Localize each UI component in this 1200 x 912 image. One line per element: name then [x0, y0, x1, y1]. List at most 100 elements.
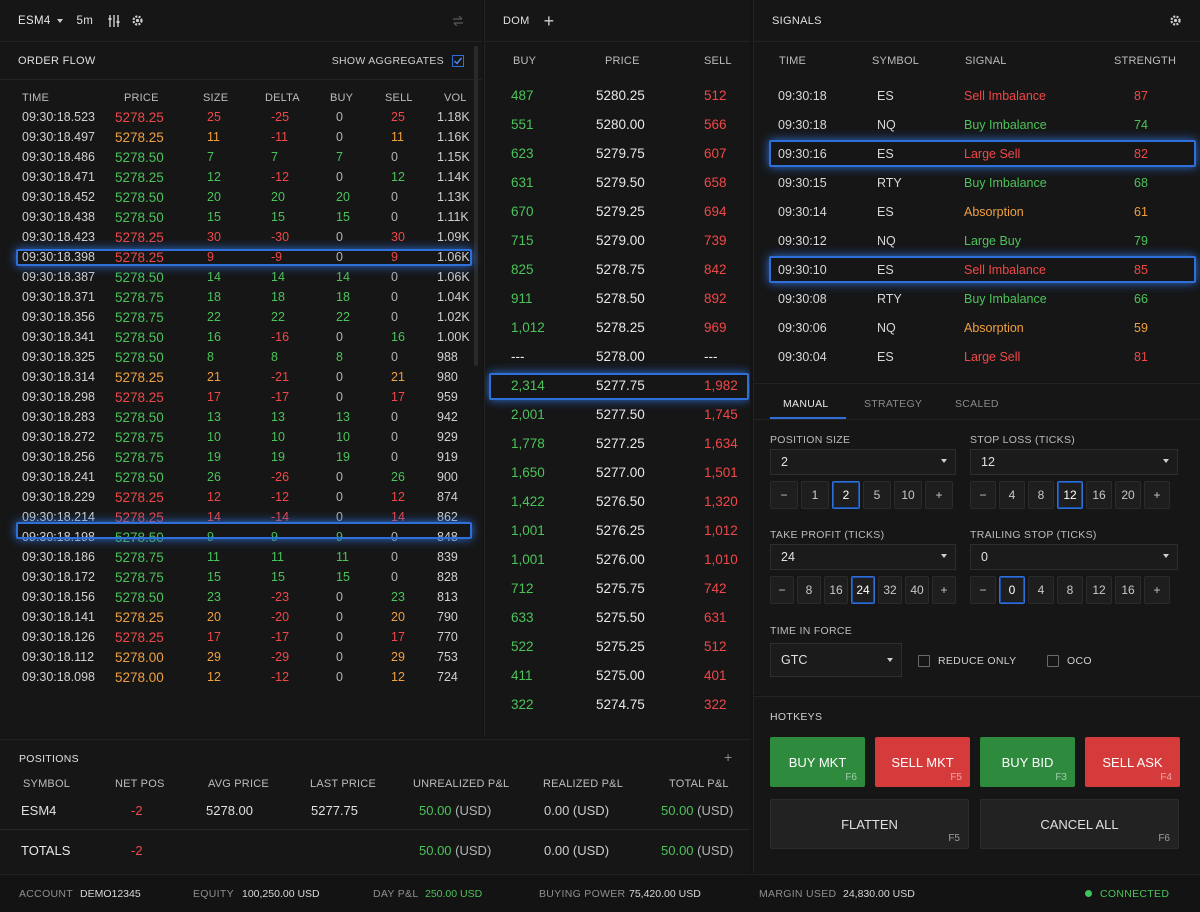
table-row[interactable]: 09:30:18.098 5278.00 12 -12 0 12 724: [0, 668, 475, 687]
dom-buy[interactable]: 411: [511, 668, 533, 683]
dom-buy[interactable]: 1,001: [511, 552, 545, 567]
stop-loss-select[interactable]: 12: [970, 449, 1178, 475]
dom-row[interactable]: 551 5280.00 566: [485, 110, 750, 139]
table-row[interactable]: 09:30:18.112 5278.00 29 -29 0 29 753: [0, 648, 475, 667]
dom-buy[interactable]: ---: [511, 349, 525, 364]
dom-row[interactable]: --- 5278.00 ---: [485, 342, 750, 371]
stepper-value[interactable]: 8: [1057, 576, 1083, 604]
position-row[interactable]: ESM4 -2 5278.00 5277.75 50.00 (USD) 0.00…: [0, 796, 750, 830]
interval-selector[interactable]: 5m: [76, 14, 94, 27]
take-profit-stepper[interactable]: −8 16 24 32 40 +: [770, 576, 956, 604]
dom-row[interactable]: 1,001 5276.25 1,012: [485, 516, 750, 545]
dom-row[interactable]: 712 5275.75 742: [485, 574, 750, 603]
table-row[interactable]: 09:30:18.186 5278.75 11 11 11 0 839: [0, 548, 475, 567]
stepper-plus[interactable]: +: [1144, 481, 1170, 509]
dom-sell[interactable]: 566: [704, 117, 727, 132]
dom-sell[interactable]: 739: [704, 233, 727, 248]
gear-icon[interactable]: [1169, 14, 1182, 27]
dom-sell[interactable]: 969: [704, 320, 727, 335]
signal-row[interactable]: 09:30:15 RTY Buy Imbalance 68: [754, 168, 1200, 197]
dom-row[interactable]: 322 5274.75 322: [485, 690, 750, 719]
position-size-select[interactable]: 2: [770, 449, 956, 475]
dom-buy[interactable]: 633: [511, 610, 534, 625]
dom-row[interactable]: 623 5279.75 607: [485, 139, 750, 168]
signal-row[interactable]: 09:30:06 NQ Absorption 59: [754, 313, 1200, 342]
signal-row[interactable]: 09:30:14 ES Absorption 61: [754, 197, 1200, 226]
trailing-stop-stepper[interactable]: −0 4 8 12 16 +: [970, 576, 1170, 604]
dom-row[interactable]: 1,001 5276.00 1,010: [485, 545, 750, 574]
stepper-value[interactable]: 12: [1057, 481, 1083, 509]
table-row[interactable]: 09:30:18.371 5278.75 18 18 18 0 1.04K: [0, 288, 475, 307]
signal-row[interactable]: 09:30:18 ES Sell Imbalance 87: [754, 81, 1200, 110]
dom-sell[interactable]: 607: [704, 146, 727, 161]
buy-bid-button[interactable]: BUY BID F3: [980, 737, 1075, 787]
dom-row[interactable]: 487 5280.25 512: [485, 81, 750, 110]
stepper-minus[interactable]: −: [770, 481, 798, 509]
take-profit-select[interactable]: 24: [770, 544, 956, 570]
dom-sell[interactable]: 658: [704, 175, 727, 190]
dom-sell[interactable]: 1,320: [704, 494, 738, 509]
dom-buy[interactable]: 2,314: [511, 378, 545, 393]
table-row[interactable]: 09:30:18.387 5278.50 14 14 14 0 1.06K: [0, 268, 475, 287]
stop-loss-stepper[interactable]: −4 8 12 16 20 +: [970, 481, 1170, 509]
flatten-button[interactable]: FLATTEN F5: [770, 799, 969, 849]
buy-mkt-button[interactable]: BUY MKT F6: [770, 737, 865, 787]
dom-sell[interactable]: 1,982: [704, 378, 738, 393]
table-row[interactable]: 09:30:18.241 5278.50 26 -26 0 26 900: [0, 468, 475, 487]
table-row[interactable]: 09:30:18.141 5278.25 20 -20 0 20 790: [0, 608, 475, 627]
indicators-icon[interactable]: [107, 14, 121, 27]
stepper-value[interactable]: 24: [851, 576, 875, 604]
stepper-value[interactable]: 4: [1028, 576, 1054, 604]
dom-row[interactable]: 2,314 5277.75 1,982: [485, 371, 750, 400]
signal-row[interactable]: 09:30:10 ES Sell Imbalance 85: [754, 255, 1200, 284]
dom-row[interactable]: 715 5279.00 739: [485, 226, 750, 255]
table-row[interactable]: 09:30:18.172 5278.75 15 15 15 0 828: [0, 568, 475, 587]
stepper-plus[interactable]: +: [1144, 576, 1170, 604]
signal-row[interactable]: 09:30:12 NQ Large Buy 79: [754, 226, 1200, 255]
reduce-only-checkbox[interactable]: REDUCE ONLY: [918, 655, 1016, 667]
order-flow-scrollbar[interactable]: [474, 46, 478, 366]
stepper-value[interactable]: 4: [999, 481, 1025, 509]
stepper-value[interactable]: 8: [797, 576, 821, 604]
add-icon[interactable]: +: [724, 749, 733, 765]
dom-row[interactable]: 1,422 5276.50 1,320: [485, 487, 750, 516]
table-row[interactable]: 09:30:18.298 5278.25 17 -17 0 17 959: [0, 388, 475, 407]
stepper-value[interactable]: 16: [1115, 576, 1141, 604]
symbol-selector[interactable]: ESM4: [18, 15, 63, 27]
dom-sell[interactable]: 694: [704, 204, 727, 219]
dom-row[interactable]: 911 5278.50 892: [485, 284, 750, 313]
dom-buy[interactable]: 2,001: [511, 407, 545, 422]
dom-row[interactable]: 2,001 5277.50 1,745: [485, 400, 750, 429]
dom-sell[interactable]: 1,010: [704, 552, 738, 567]
dom-buy[interactable]: 715: [511, 233, 534, 248]
signal-row[interactable]: 09:30:18 NQ Buy Imbalance 74: [754, 110, 1200, 139]
dom-sell[interactable]: 322: [704, 697, 727, 712]
sell-mkt-button[interactable]: SELL MKT F5: [875, 737, 970, 787]
table-row[interactable]: 09:30:18.198 5278.50 9 9 9 0 848: [0, 528, 475, 547]
stepper-value[interactable]: 12: [1086, 576, 1112, 604]
dom-buy[interactable]: 623: [511, 146, 534, 161]
dom-sell[interactable]: 1,745: [704, 407, 738, 422]
tif-select[interactable]: GTC: [770, 643, 902, 677]
stepper-value[interactable]: 10: [894, 481, 922, 509]
stepper-minus[interactable]: −: [970, 576, 996, 604]
dom-buy[interactable]: 1,650: [511, 465, 545, 480]
tab-manual[interactable]: MANUAL: [783, 398, 829, 410]
swap-icon[interactable]: [452, 15, 464, 26]
dom-buy[interactable]: 322: [511, 697, 534, 712]
dom-row[interactable]: 631 5279.50 658: [485, 168, 750, 197]
stepper-value[interactable]: 32: [878, 576, 902, 604]
table-row[interactable]: 09:30:18.126 5278.25 17 -17 0 17 770: [0, 628, 475, 647]
dom-buy[interactable]: 825: [511, 262, 534, 277]
oco-checkbox[interactable]: OCO: [1047, 655, 1092, 667]
table-row[interactable]: 09:30:18.156 5278.50 23 -23 0 23 813: [0, 588, 475, 607]
tab-strategy[interactable]: STRATEGY: [864, 398, 923, 410]
stepper-plus[interactable]: +: [925, 481, 953, 509]
dom-row[interactable]: 825 5278.75 842: [485, 255, 750, 284]
dom-row[interactable]: 1,650 5277.00 1,501: [485, 458, 750, 487]
dom-row[interactable]: 411 5275.00 401: [485, 661, 750, 690]
signal-row[interactable]: 09:30:08 RTY Buy Imbalance 66: [754, 284, 1200, 313]
table-row[interactable]: 09:30:18.438 5278.50 15 15 15 0 1.11K: [0, 208, 475, 227]
signal-row[interactable]: 09:30:04 ES Large Sell 81: [754, 342, 1200, 371]
show-aggregates-checkbox[interactable]: [452, 54, 464, 67]
